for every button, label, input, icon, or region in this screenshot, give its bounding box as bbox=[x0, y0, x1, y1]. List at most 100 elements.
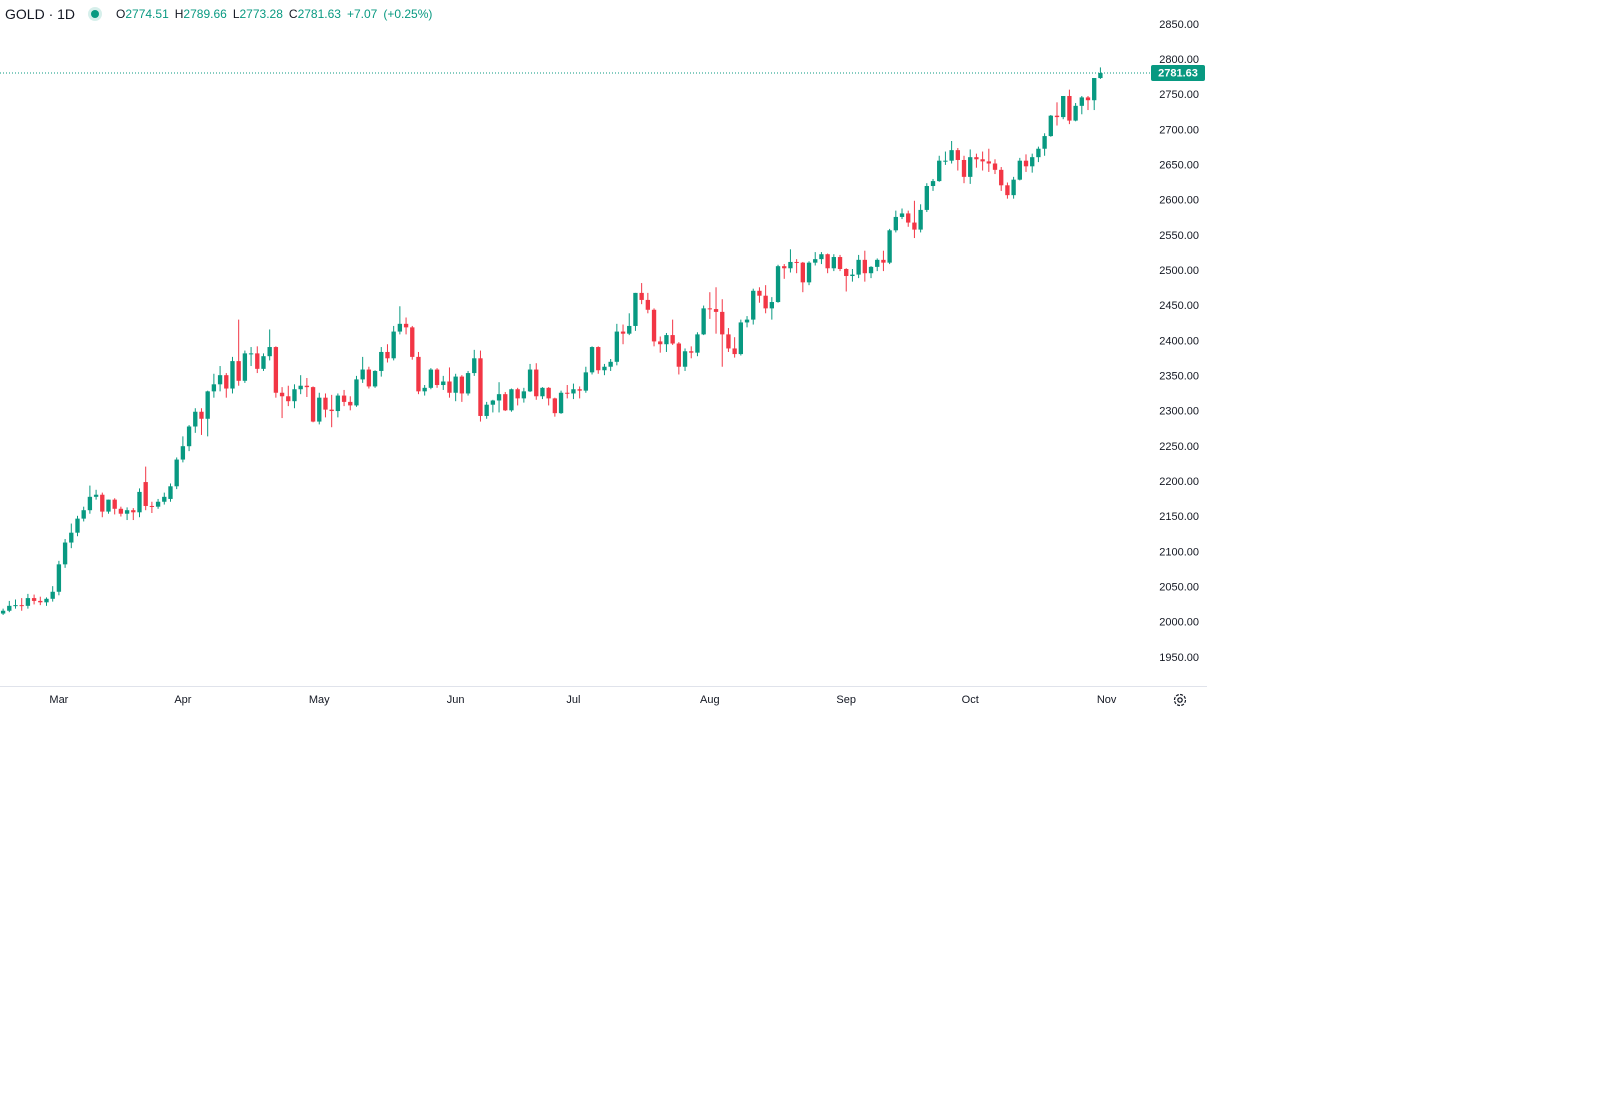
candle-body bbox=[819, 254, 824, 260]
candle-body bbox=[676, 343, 682, 367]
candle-body bbox=[242, 353, 248, 381]
candle-body bbox=[56, 564, 62, 592]
y-tick-label: 2700.00 bbox=[1159, 124, 1199, 136]
candle-body bbox=[726, 334, 731, 349]
x-tick-label: Nov bbox=[1097, 694, 1117, 706]
candle-body bbox=[955, 150, 960, 160]
candle-body bbox=[87, 496, 93, 511]
candle-body bbox=[534, 369, 539, 397]
candle-body bbox=[738, 322, 744, 355]
ohlc-key: L bbox=[232, 7, 240, 21]
last-price-tag bbox=[1151, 65, 1205, 82]
candle-body bbox=[372, 370, 378, 387]
candle-body bbox=[385, 351, 390, 359]
candle-body bbox=[887, 230, 892, 263]
candle-body bbox=[763, 295, 768, 309]
candle-body bbox=[974, 157, 979, 160]
candle-body bbox=[664, 335, 669, 345]
ohlc-key: H bbox=[174, 7, 184, 21]
candle-body bbox=[180, 446, 186, 460]
candle-body bbox=[292, 389, 297, 402]
candle-body bbox=[298, 385, 303, 390]
candle-body bbox=[707, 308, 713, 310]
candle-body bbox=[837, 257, 843, 269]
x-tick-label: Jun bbox=[447, 694, 465, 706]
candle-body bbox=[639, 292, 644, 300]
candle-body bbox=[50, 591, 55, 599]
candle-body bbox=[713, 309, 719, 312]
candle-body bbox=[279, 392, 285, 397]
candle-body bbox=[540, 387, 545, 397]
candle-body bbox=[627, 325, 632, 334]
candle-body bbox=[695, 334, 700, 353]
candle-body bbox=[137, 491, 142, 513]
y-tick-label: 2300.00 bbox=[1159, 406, 1199, 418]
candle-body bbox=[769, 302, 775, 309]
candle-body bbox=[986, 161, 991, 164]
candle-body bbox=[645, 299, 651, 310]
candle-body bbox=[354, 379, 359, 406]
candle-body bbox=[757, 290, 762, 296]
ohlc-value: 2773.28 bbox=[239, 7, 283, 21]
candle-body bbox=[19, 605, 24, 607]
candle-body bbox=[546, 387, 551, 399]
candle-body bbox=[255, 353, 260, 369]
candle-body bbox=[651, 309, 657, 342]
candle-body bbox=[13, 605, 18, 607]
candle-body bbox=[447, 381, 452, 393]
candle-body bbox=[360, 369, 365, 380]
ohlc-value: 2774.51 bbox=[125, 7, 169, 21]
candle-body bbox=[310, 387, 316, 422]
candle-body bbox=[38, 600, 43, 603]
candle-body bbox=[478, 358, 483, 416]
candle-body bbox=[899, 213, 905, 217]
candle-body bbox=[1073, 105, 1078, 121]
candle-body bbox=[124, 510, 130, 514]
candle-body bbox=[397, 323, 403, 332]
candle-body bbox=[893, 216, 898, 231]
candle-body bbox=[1061, 95, 1066, 118]
candle-body bbox=[701, 308, 706, 335]
candle-body bbox=[25, 598, 31, 606]
candle-body bbox=[69, 532, 74, 543]
candle-body bbox=[1023, 160, 1029, 167]
candle-body bbox=[856, 259, 861, 275]
y-tick-label: 1950.00 bbox=[1159, 652, 1199, 664]
candle-body bbox=[682, 351, 688, 367]
candle-body bbox=[490, 400, 496, 405]
candle-body bbox=[862, 259, 867, 274]
y-tick-label: 2800.00 bbox=[1159, 54, 1199, 66]
y-tick-label: 2200.00 bbox=[1159, 476, 1199, 488]
candle-body bbox=[224, 375, 229, 389]
candle-body bbox=[608, 361, 613, 367]
candle-body bbox=[186, 426, 192, 447]
candle-body bbox=[1011, 179, 1016, 196]
candle-body bbox=[744, 319, 750, 323]
candle-body bbox=[515, 389, 520, 399]
candle-body bbox=[1085, 97, 1091, 101]
candle-body bbox=[453, 376, 458, 393]
candle-body bbox=[112, 499, 117, 509]
candle-body bbox=[583, 372, 589, 391]
candle-body bbox=[484, 404, 489, 416]
candle-body bbox=[428, 369, 434, 388]
candle-body bbox=[552, 398, 558, 414]
candle-body bbox=[1005, 185, 1010, 196]
candle-body bbox=[416, 356, 421, 392]
candle-body bbox=[1048, 115, 1053, 137]
candle-body bbox=[589, 347, 595, 373]
y-tick-label: 2600.00 bbox=[1159, 195, 1199, 207]
y-tick-label: 2550.00 bbox=[1159, 230, 1199, 242]
candle-body bbox=[521, 391, 527, 399]
candle-body bbox=[230, 361, 235, 389]
candle-body bbox=[379, 351, 384, 371]
candle-body bbox=[980, 159, 985, 162]
candle-body bbox=[614, 331, 620, 362]
candle-body bbox=[168, 486, 173, 499]
candle-body bbox=[106, 499, 111, 512]
candle-body bbox=[806, 262, 812, 283]
settings-icon[interactable] bbox=[1173, 693, 1187, 707]
candle-body bbox=[509, 389, 514, 411]
ohlc-value: 2781.63 bbox=[297, 7, 341, 21]
